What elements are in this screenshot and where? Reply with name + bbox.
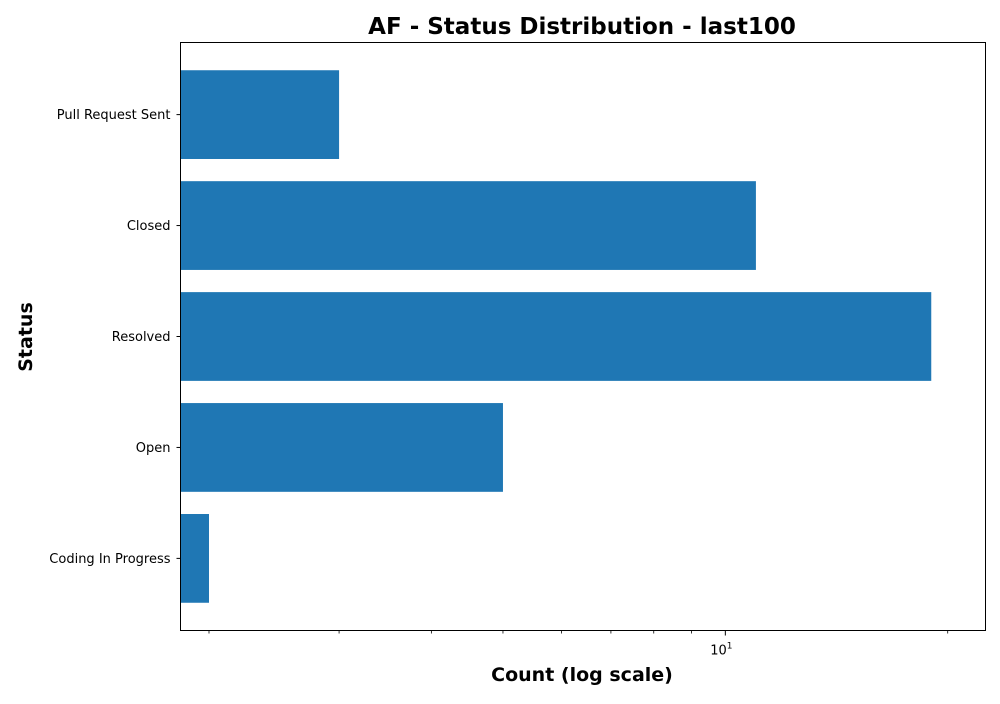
bar [180,403,503,492]
bars-layer [180,70,932,603]
bar [180,292,932,381]
bar [180,181,756,270]
y-tick-label: Coding In Progress [49,552,170,567]
plot-frame [180,42,986,631]
y-tick-label: Closed [127,219,171,234]
x-tick-label: 101 [710,642,732,659]
x-axis-label: Count (log scale) [491,664,673,686]
y-axis-label: Status [15,302,37,372]
y-tick-label: Pull Request Sent [57,108,171,123]
x-tick-label-exponent: 1 [727,642,733,652]
ticks-layer: Pull Request Sent Closed Resolved Open Codin… [49,108,949,659]
x-tick-label-base: 10 [710,644,727,659]
y-tick-label: Resolved [112,330,171,345]
chart-title: AF - Status Distribution - last100 [368,14,796,40]
bar [180,70,340,159]
bar [180,514,209,603]
y-tick-label: Open [136,441,171,456]
